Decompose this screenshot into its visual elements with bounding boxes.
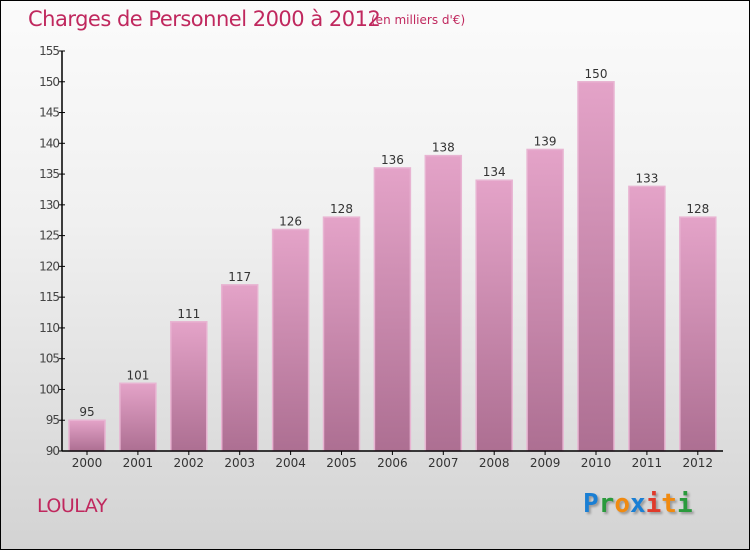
logo-letter: i — [645, 489, 662, 519]
data-label: 111 — [177, 307, 200, 321]
x-tick-label: 2010 — [581, 456, 612, 470]
y-tick-label: 125 — [39, 229, 59, 243]
data-label: 126 — [279, 214, 302, 228]
data-label: 139 — [534, 134, 557, 148]
y-tick-label: 100 — [39, 382, 59, 396]
bar — [679, 216, 717, 452]
bar — [424, 154, 463, 452]
logo-letter: P — [583, 489, 599, 519]
data-label: 134 — [483, 165, 506, 179]
data-label: 138 — [432, 141, 455, 155]
data-label: 136 — [381, 153, 404, 167]
logo-letter: i — [676, 489, 693, 519]
y-tick-label: 140 — [39, 136, 59, 150]
x-tick-label: 2002 — [174, 456, 205, 470]
x-tick-label: 2008 — [479, 456, 510, 470]
logo-letter: r — [598, 489, 615, 519]
y-tick-label: 120 — [39, 259, 59, 273]
y-tick-label: 110 — [39, 321, 59, 335]
location-name: LOULAY — [37, 495, 107, 517]
x-tick-label: 2004 — [275, 456, 306, 470]
logo-letter: o — [614, 489, 630, 519]
logo-letter: x — [629, 489, 646, 519]
x-tick-label: 2011 — [632, 456, 663, 470]
data-label: 128 — [686, 202, 709, 216]
y-tick-label: 150 — [39, 75, 59, 89]
bar — [170, 321, 208, 452]
bar — [526, 148, 564, 452]
bar — [119, 382, 157, 452]
y-tick-label: 155 — [39, 44, 59, 58]
x-tick-label: 2007 — [428, 456, 459, 470]
chart-title: Charges de Personnel 2000 à 2012 — [28, 7, 381, 31]
data-label: 133 — [635, 171, 658, 185]
bar — [68, 419, 106, 452]
x-tick-label: 2000 — [72, 456, 103, 470]
bar — [628, 185, 666, 452]
x-tick-label: 2003 — [224, 456, 255, 470]
y-tick-label: 130 — [39, 198, 59, 212]
data-label: 101 — [126, 368, 149, 382]
x-tick-label: 2006 — [377, 456, 408, 470]
x-tick-label: 2009 — [530, 456, 561, 470]
x-tick-label: 2005 — [326, 456, 357, 470]
y-tick-label: 145 — [39, 106, 59, 120]
y-tick-label: 90 — [46, 444, 60, 458]
bar — [577, 81, 615, 452]
bar — [373, 167, 412, 452]
chart-unit: (en milliers d'€) — [371, 13, 466, 27]
bar — [475, 179, 513, 452]
bar — [322, 216, 361, 452]
data-label: 150 — [585, 67, 608, 81]
y-tick-label: 115 — [39, 290, 59, 304]
data-label: 117 — [228, 270, 251, 284]
y-tick-label: 135 — [39, 167, 59, 181]
data-label: 95 — [79, 405, 94, 419]
logo-letter: t — [661, 489, 677, 519]
bar — [271, 228, 310, 452]
y-tick-label: 95 — [46, 413, 60, 427]
x-tick-label: 2001 — [123, 456, 154, 470]
x-tick-label: 2012 — [683, 456, 714, 470]
bar — [220, 284, 259, 452]
data-label: 128 — [330, 202, 353, 216]
y-tick-label: 105 — [39, 352, 59, 366]
proxiti-logo: Proxiti — [583, 489, 693, 519]
